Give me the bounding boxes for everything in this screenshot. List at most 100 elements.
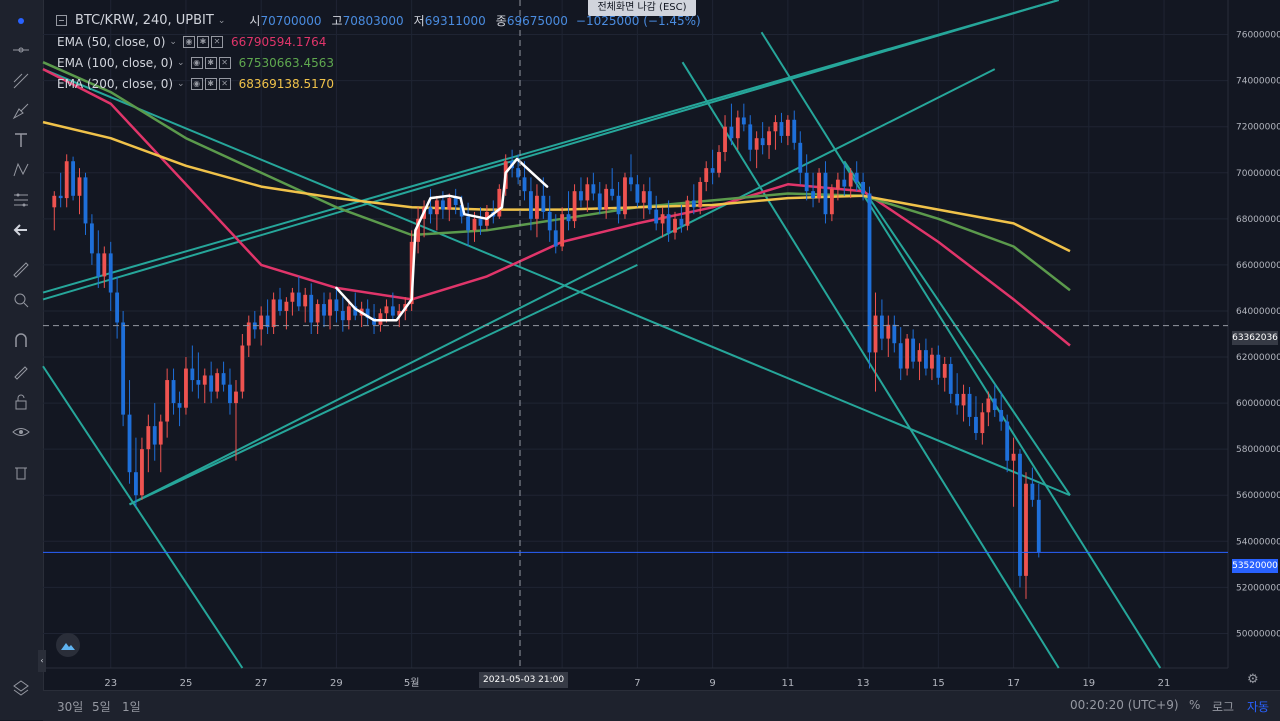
legend-collapse-icon[interactable] — [56, 15, 67, 26]
candle-body — [585, 184, 590, 201]
range-30d-button[interactable]: 30일 — [57, 700, 84, 714]
symbol-title[interactable]: BTC/KRW, 240, UPBIT — [75, 13, 214, 28]
candle-body — [792, 119, 797, 143]
indicator-controls[interactable]: ◉ ✱ ✕ — [190, 77, 231, 90]
indicator-value: 67530663.4563 — [238, 55, 335, 70]
candle-body — [290, 292, 295, 302]
candle-body — [265, 315, 270, 328]
high-value: 70803000 — [342, 13, 404, 28]
close-icon: ✕ — [210, 35, 223, 48]
percent-button[interactable]: % — [1189, 698, 1201, 712]
gear-icon[interactable]: ⚙ — [1247, 672, 1259, 687]
range-5d-button[interactable]: 5일 — [92, 700, 111, 714]
candle-body — [459, 205, 464, 217]
chevron-down-icon[interactable]: ⌄ — [177, 78, 185, 89]
back-icon[interactable] — [6, 217, 36, 243]
time-tick-label: 5월 — [404, 677, 420, 689]
price-tick-label: 62000000 — [1236, 353, 1280, 363]
candle-body — [597, 193, 602, 210]
trash-icon[interactable] — [6, 459, 36, 485]
logo-icon[interactable] — [56, 633, 80, 657]
open-value: 70700000 — [260, 13, 322, 28]
candle-body — [660, 214, 665, 224]
range-1d-button[interactable]: 1일 — [122, 700, 141, 714]
candle-body — [623, 177, 627, 215]
clock[interactable]: 00:20:20 (UTC+9) — [1070, 698, 1179, 712]
lock-drawing-icon[interactable] — [6, 358, 36, 384]
indicator-row-ema100[interactable]: EMA (100, close, 0) ⌄ ◉ ✱ ✕ 67530663.4563 — [56, 52, 701, 73]
log-button[interactable]: 로그 — [1212, 700, 1235, 714]
candle-body — [917, 350, 922, 362]
chevron-down-icon[interactable]: ⌄ — [169, 36, 177, 47]
time-tick-label: 17 — [1007, 678, 1020, 689]
candle-body — [566, 214, 571, 222]
freehand-line — [335, 157, 549, 322]
candle-body — [1005, 421, 1010, 461]
trend-line — [42, 68, 1071, 497]
candle-body — [541, 195, 546, 212]
candle-body — [1030, 483, 1035, 500]
exit-fullscreen-tooltip[interactable]: 전체화면 나감 (ESC) — [588, 0, 696, 16]
candle-body — [572, 191, 577, 222]
auto-button[interactable]: 자동 — [1247, 700, 1270, 714]
candle-body — [961, 393, 966, 406]
candle-body — [58, 195, 63, 199]
candle-body — [911, 338, 916, 362]
layers-icon[interactable] — [6, 675, 36, 701]
candle-body — [215, 373, 220, 392]
indicator-row-ema200[interactable]: EMA (200, close, 0) ⌄ ◉ ✱ ✕ 68369138.5170 — [56, 73, 701, 94]
lock-icon[interactable] — [6, 389, 36, 415]
crosshair-icon[interactable] — [6, 8, 36, 34]
candle-body — [547, 211, 552, 231]
indicator-controls[interactable]: ◉ ✱ ✕ — [190, 56, 231, 69]
indicator-row-ema50[interactable]: EMA (50, close, 0) ⌄ ◉ ✱ ✕ 66790594.1764 — [56, 31, 701, 52]
candle-body — [284, 301, 289, 311]
trend-line — [42, 365, 244, 669]
candle-body — [666, 214, 671, 233]
candle-body — [842, 179, 847, 187]
magnet-icon[interactable] — [6, 328, 36, 354]
candle-body — [835, 179, 840, 189]
eye-icon[interactable] — [6, 419, 36, 445]
price-tick-label: 76000000 — [1236, 31, 1280, 41]
trend-line-icon[interactable] — [6, 37, 36, 63]
candle-body — [365, 308, 370, 318]
fib-icon[interactable] — [6, 68, 36, 94]
candle-body — [873, 315, 878, 353]
candle-body — [177, 403, 182, 408]
zoom-icon[interactable] — [6, 287, 36, 313]
candle-body — [52, 195, 57, 208]
candle-body — [760, 138, 765, 146]
collapse-toolbar-icon[interactable]: ‹ — [38, 650, 46, 672]
candle-body — [303, 294, 308, 307]
candle-body — [453, 198, 458, 206]
candle-body — [278, 299, 282, 311]
candle-body — [948, 363, 953, 394]
brush-icon[interactable] — [6, 98, 36, 124]
prediction-icon[interactable] — [6, 187, 36, 213]
candle-body — [967, 393, 972, 417]
candle-body — [134, 472, 138, 496]
candle-body — [315, 304, 320, 323]
candle-body — [748, 124, 753, 150]
indicator-controls[interactable]: ◉ ✱ ✕ — [182, 35, 223, 48]
text-icon[interactable] — [6, 127, 36, 153]
candle-body — [522, 177, 527, 192]
chevron-down-icon[interactable]: ⌄ — [217, 15, 226, 26]
time-tick-label: 11 — [781, 678, 794, 689]
candle-body — [440, 200, 445, 210]
candle-body — [673, 218, 677, 233]
ruler-icon[interactable] — [6, 257, 36, 283]
trend-line — [681, 61, 1060, 669]
price-chart[interactable]: 50000000 52000000 54000000 56000000 58000000… — [0, 0, 1280, 690]
indicator-label: EMA (50, close, 0) — [57, 34, 166, 49]
pattern-icon[interactable] — [6, 157, 36, 183]
candle-body — [854, 172, 859, 182]
bottom-toolbar: 30일 5일 1일 00:20:20 (UTC+9) % 로그 자동 — [43, 690, 1280, 721]
candle-body — [64, 161, 69, 199]
candle-body — [309, 294, 314, 323]
candle-body — [892, 324, 897, 344]
chevron-down-icon[interactable]: ⌄ — [177, 57, 185, 68]
candle-body — [108, 253, 113, 293]
